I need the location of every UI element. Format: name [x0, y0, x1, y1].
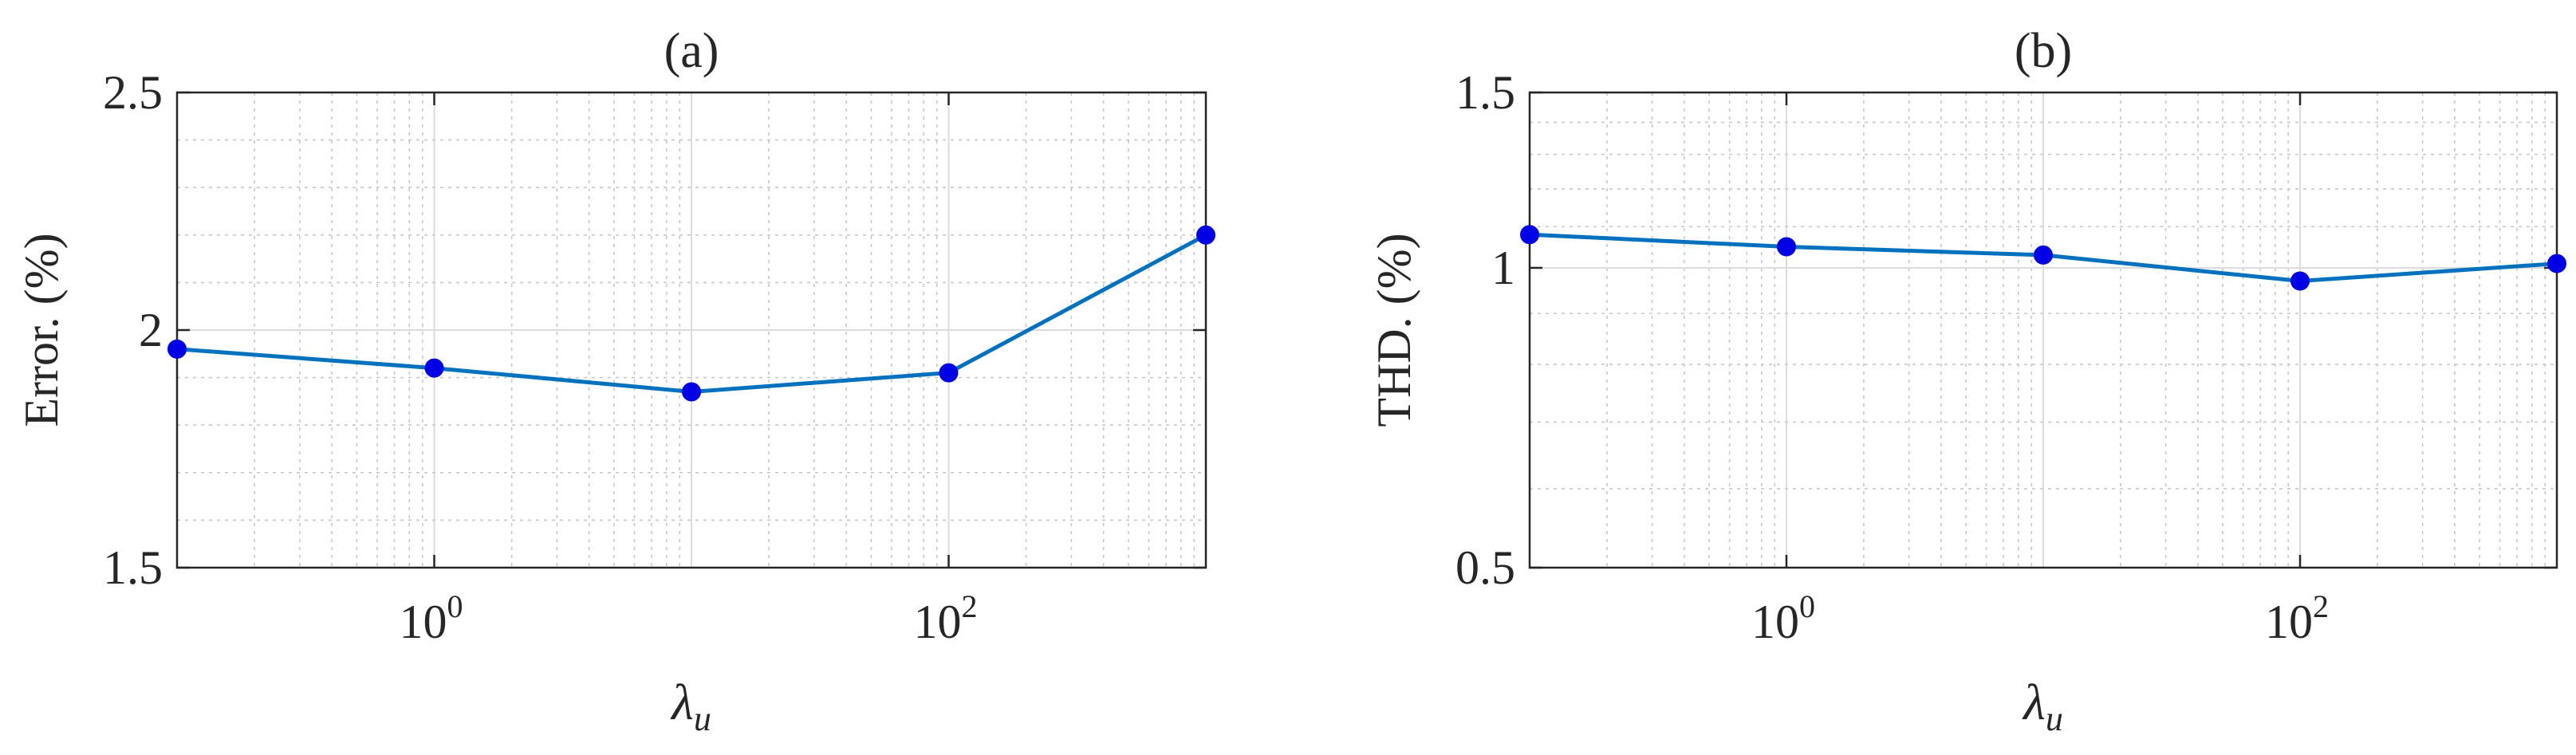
- data-point: [2290, 271, 2310, 291]
- chart-panel-b: 0.5 1 1.5 100 102 (b) THD. (%) λu: [1368, 24, 2566, 738]
- y-axis-label: THD. (%): [1368, 233, 1420, 427]
- chart-title: (b): [2015, 24, 2072, 78]
- x-axis-label: λu: [2022, 674, 2063, 738]
- y-tick-label: 1: [1491, 242, 1515, 294]
- y-tick-label: 0.5: [1455, 541, 1515, 594]
- x-tick-label: 102: [2265, 588, 2329, 648]
- data-point: [1520, 225, 1539, 245]
- data-point: [424, 358, 444, 378]
- data-point: [2034, 245, 2053, 265]
- y-tick-label: 1.5: [103, 541, 163, 594]
- y-tick-label: 2.5: [103, 66, 163, 119]
- grid: [1529, 92, 2557, 568]
- data-point: [167, 339, 187, 359]
- x-tick-label: 102: [914, 588, 978, 648]
- x-tick-label: 100: [1751, 588, 1815, 648]
- data-point: [2547, 254, 2566, 273]
- data-point: [682, 382, 701, 402]
- x-axis-label: λu: [670, 674, 711, 738]
- chart-panel-a: 1.5 2 2.5 100 102 (a) Error. (%) λu: [15, 24, 1215, 738]
- x-tick-label: 100: [400, 588, 463, 648]
- chart-title: (a): [664, 24, 719, 78]
- data-point: [1777, 237, 1796, 257]
- data-point: [939, 363, 959, 383]
- y-tick-label: 1.5: [1455, 66, 1515, 119]
- axes-box: [1528, 91, 2558, 569]
- data-point: [1196, 225, 1215, 245]
- y-axis-label: Error. (%): [15, 233, 68, 427]
- y-tick-label: 2: [139, 304, 163, 356]
